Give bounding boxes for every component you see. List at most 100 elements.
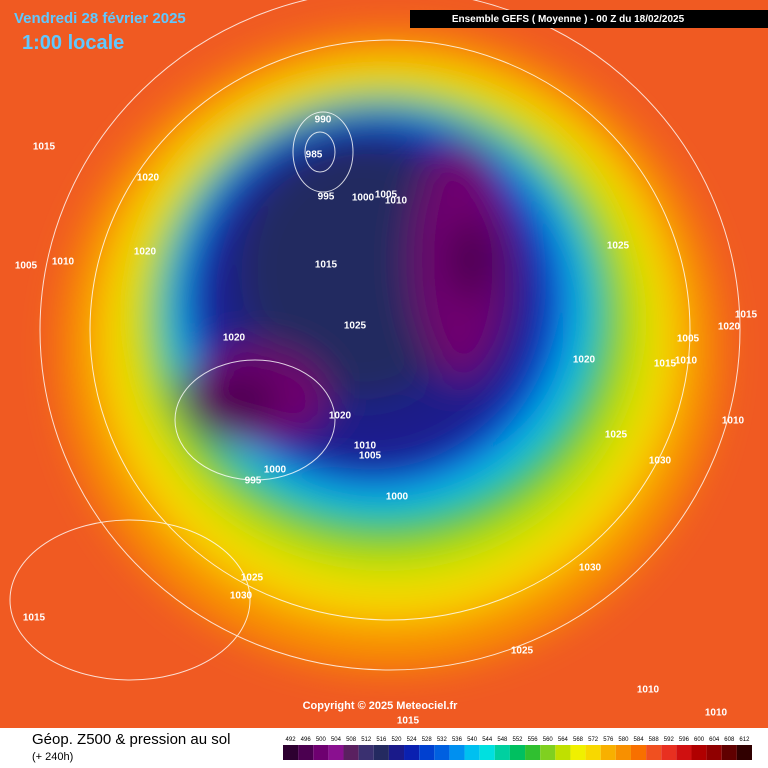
legend-label: 608	[724, 737, 735, 743]
legend-label: 528	[422, 737, 433, 743]
legend-swatch	[691, 745, 707, 760]
legend-swatch	[676, 745, 692, 760]
isobar-label: 990	[315, 115, 332, 126]
isobar-label: 1000	[352, 193, 375, 204]
isobar-label: 1010	[385, 196, 408, 207]
isobar-label: 1025	[344, 321, 367, 332]
isobar-label: 1020	[329, 411, 352, 422]
legend-label: 548	[497, 737, 508, 743]
isobar-label: 1015	[654, 359, 677, 370]
isobar-label: 1030	[579, 563, 602, 574]
legend-swatch	[494, 745, 510, 760]
isobar-label: 1010	[675, 356, 698, 367]
isobar-label: 985	[306, 150, 323, 161]
isobar-label: 1025	[241, 573, 264, 584]
isobar-label: 1015	[397, 716, 420, 727]
legend-swatch	[298, 745, 314, 760]
legend-label: 524	[407, 737, 418, 743]
isobar-label: 1020	[718, 322, 741, 333]
legend-label: 596	[679, 737, 690, 743]
time: 1:00 locale	[22, 32, 124, 54]
legend-label: 588	[649, 737, 660, 743]
legend-label: 512	[361, 737, 372, 743]
isobar-label: 1005	[359, 451, 382, 462]
legend-swatch	[600, 745, 616, 760]
isobar-label: 1015	[23, 613, 46, 624]
legend-swatch	[736, 745, 752, 760]
legend-label: 612	[739, 737, 750, 743]
legend-swatch	[449, 745, 465, 760]
legend-label: 552	[512, 737, 523, 743]
legend-label: 604	[709, 737, 720, 743]
legend-label: 536	[452, 737, 463, 743]
model: Ensemble GEFS ( Moyenne ) - 00 Z du 18/0…	[452, 14, 685, 25]
isobar-label: 1025	[607, 241, 630, 252]
isobar-label: 1020	[573, 355, 596, 366]
isobar-label: 1010	[705, 708, 728, 719]
legend-swatch	[585, 745, 601, 760]
legend-swatch	[283, 745, 299, 760]
isobar-label: 995	[318, 192, 335, 203]
isobar-label: 1015	[315, 260, 338, 271]
legend-swatch	[540, 745, 556, 760]
legend-label: 572	[588, 737, 599, 743]
legend-swatch	[661, 745, 677, 760]
isobar-label: 1010	[637, 685, 660, 696]
isobar-label: 1010	[52, 257, 75, 268]
legend-swatch	[525, 745, 541, 760]
legend-label: 560	[543, 737, 554, 743]
legend-label: 580	[618, 737, 629, 743]
isobar-label: 1030	[230, 591, 253, 602]
legend-label: 584	[634, 737, 645, 743]
isobar-label: 1010	[722, 416, 745, 427]
legend-swatch	[434, 745, 450, 760]
legend-swatch	[509, 745, 526, 760]
isobar-label: 1020	[137, 173, 160, 184]
legend-label: 504	[331, 737, 342, 743]
legend-label: 516	[376, 737, 387, 743]
field	[0, 0, 768, 728]
legend-swatch	[343, 745, 359, 760]
legend-swatch	[646, 745, 662, 760]
legend-label: 496	[301, 737, 312, 743]
legend-swatch	[388, 745, 405, 760]
legend-label: 556	[528, 737, 539, 743]
isobar-label: 1020	[134, 247, 157, 258]
legend-label: 592	[664, 737, 675, 743]
legend-swatch	[328, 745, 344, 760]
isobar-label: 995	[245, 476, 262, 487]
legend-swatch	[404, 745, 420, 760]
isobar-label: 1015	[735, 310, 758, 321]
isobar-label: 1015	[33, 142, 56, 153]
date: Vendredi 28 février 2025	[14, 10, 186, 27]
legend-swatch	[419, 745, 435, 760]
legend-swatch	[630, 745, 647, 760]
footer-title: Géop. Z500 & pression au sol	[32, 731, 230, 748]
legend-swatch	[706, 745, 722, 760]
isobar-label: 1005	[677, 334, 700, 345]
isobar-label: 1025	[605, 430, 628, 441]
legend-label: 600	[694, 737, 705, 743]
legend-swatch	[555, 745, 571, 760]
legend-swatch	[570, 745, 586, 760]
legend-swatch	[615, 745, 631, 760]
legend-label: 564	[558, 737, 569, 743]
isobar-label: 1005	[375, 190, 398, 201]
legend-swatch	[358, 745, 374, 760]
legend-label: 540	[467, 737, 478, 743]
legend-swatch	[313, 745, 329, 760]
isobar-label: 1025	[511, 646, 534, 657]
legend-swatch	[479, 745, 495, 760]
legend-label: 576	[603, 737, 614, 743]
copyright: Copyright © 2025 Meteociel.fr	[303, 700, 459, 712]
legend-label: 544	[482, 737, 493, 743]
isobar-label: 1000	[264, 465, 287, 476]
legend-swatch	[373, 745, 389, 760]
legend-label: 508	[346, 737, 357, 743]
model-box	[410, 10, 768, 28]
legend-label: 500	[316, 737, 327, 743]
legend-swatch	[464, 745, 480, 760]
